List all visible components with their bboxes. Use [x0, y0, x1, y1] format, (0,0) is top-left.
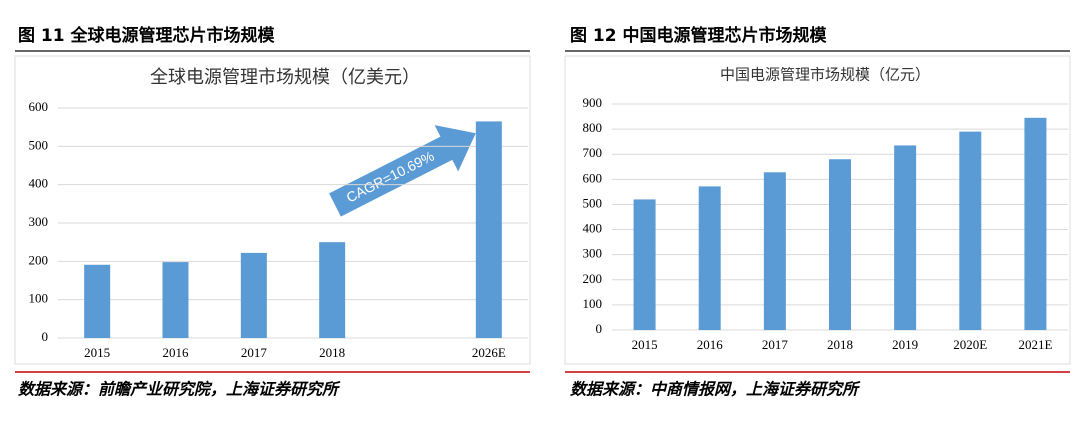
bar — [240, 252, 267, 338]
y-tick-label: 500 — [29, 137, 49, 152]
y-tick-label: 0 — [42, 329, 49, 344]
x-tick-label: 2018 — [319, 345, 345, 360]
y-tick-label: 0 — [596, 321, 603, 336]
bar — [698, 186, 721, 330]
bar — [162, 262, 189, 338]
figure-label: 图 12 中国电源管理芯片市场规模 — [570, 25, 827, 46]
bar — [84, 264, 111, 338]
x-tick-label: 2021E — [1018, 337, 1052, 352]
x-tick-label: 2019 — [892, 337, 918, 352]
x-tick-label: 2020E — [953, 337, 987, 352]
y-tick-label: 100 — [29, 291, 49, 306]
bar — [829, 159, 851, 330]
y-tick-label: 500 — [583, 195, 603, 210]
y-tick-label: 200 — [29, 252, 49, 267]
chart-frame — [14, 55, 531, 365]
figure-label: 图 11 全球电源管理芯片市场规模 — [18, 25, 275, 46]
chart-title: 全球电源管理市场规模（亿美元） — [150, 67, 420, 88]
annotation: CAGR=10.69% — [344, 148, 437, 206]
x-tick-label: 2017 — [762, 337, 789, 352]
bar — [319, 242, 346, 338]
x-tick-label: 2018 — [827, 337, 853, 352]
y-tick-label: 400 — [29, 176, 49, 191]
y-tick-label: 600 — [29, 99, 49, 114]
x-tick-label: 2016 — [697, 337, 724, 352]
y-tick-label: 400 — [583, 221, 603, 236]
x-tick-label: 2026E — [472, 345, 506, 360]
y-tick-label: 800 — [583, 120, 603, 135]
y-tick-label: 900 — [583, 95, 603, 110]
bar — [1024, 117, 1047, 330]
x-tick-label: 2016 — [163, 345, 190, 360]
x-tick-label: 2015 — [632, 337, 658, 352]
x-tick-label: 2015 — [84, 345, 110, 360]
y-tick-label: 700 — [583, 145, 603, 160]
source: 数据来源：中商情报网，上海证券研究所 — [570, 380, 861, 399]
y-tick-label: 300 — [583, 246, 603, 261]
arrow — [329, 125, 476, 217]
y-tick-label: 300 — [29, 214, 49, 229]
y-tick-label: 100 — [583, 296, 603, 311]
bar — [894, 145, 917, 330]
cagr-arrow: CAGR=10.69% — [329, 125, 476, 217]
bar — [475, 121, 502, 339]
chart-frame — [564, 55, 1071, 365]
bar — [633, 199, 656, 330]
bar — [763, 172, 786, 330]
y-tick-label: 600 — [583, 170, 603, 185]
y-tick-label: 200 — [583, 271, 603, 286]
x-tick-label: 2017 — [241, 345, 268, 360]
bar — [959, 131, 982, 330]
chart-title: 中国电源管理市场规模（亿元） — [720, 66, 930, 84]
source: 数据来源：前瞻产业研究院，上海证券研究所 — [18, 380, 341, 399]
